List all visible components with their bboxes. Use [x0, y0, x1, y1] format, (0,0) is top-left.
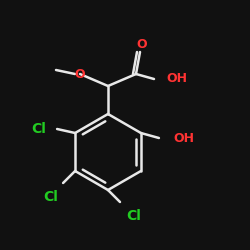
Text: Cl: Cl	[32, 122, 46, 136]
Text: Cl: Cl	[44, 190, 59, 204]
Text: OH: OH	[173, 132, 194, 144]
Text: OH: OH	[166, 72, 187, 86]
Text: O: O	[137, 38, 147, 52]
Text: Cl: Cl	[126, 209, 142, 223]
Text: O: O	[75, 68, 85, 80]
